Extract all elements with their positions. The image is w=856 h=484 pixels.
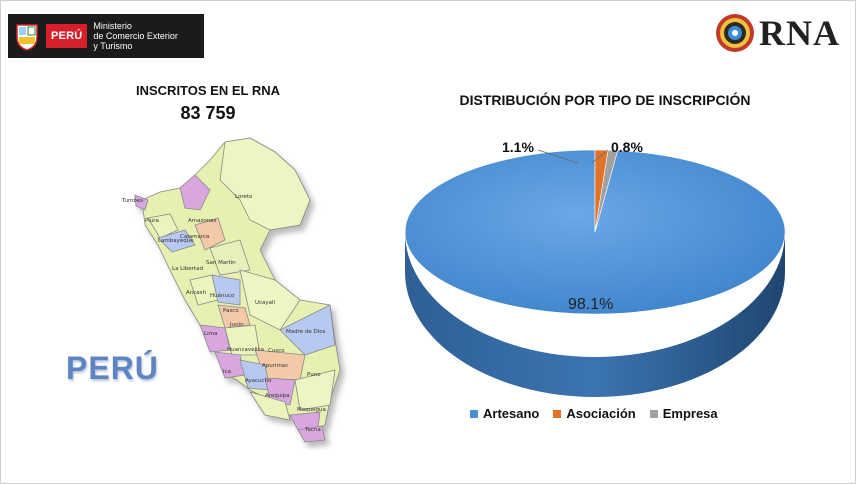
- rna-logo-text: RNA: [759, 13, 840, 53]
- peru-map: Tumbes Piura Amazonas Lambayeque Cajamar…: [121, 137, 341, 443]
- registered-count: 83 759: [180, 103, 236, 123]
- registered-title: INSCRITOS EN EL RNA: [136, 83, 280, 98]
- legend-label-artesano: Artesano: [483, 406, 540, 421]
- legend-item-asociacion: Asociación: [553, 406, 636, 421]
- map-label-lima: Lima: [204, 331, 217, 337]
- map-label-cajamarca: Cajamarca: [180, 234, 209, 240]
- map-label-tumbes: Tumbes: [121, 198, 143, 204]
- map-label-madre-de-dios: Madre de Dios: [286, 329, 326, 335]
- peru-brand-label: PERÚ: [46, 24, 88, 48]
- label-asociacion-pct: 1.1%: [502, 139, 534, 155]
- map-label-arequipa: Arequipa: [265, 393, 290, 399]
- leader-lines: [537, 149, 609, 164]
- legend-swatch-asociacion: [553, 409, 562, 418]
- coat-of-arms-icon: [16, 24, 38, 51]
- map-label-huancavelica: Huancavelica: [227, 347, 264, 353]
- map-label-apurimac: Apurimac: [262, 363, 288, 369]
- map-label-ucayali: Ucayali: [255, 300, 276, 306]
- map-label-ica: Ica: [223, 369, 231, 375]
- label-empresa-pct: 0.8%: [611, 139, 643, 155]
- chart-legend: Artesano Asociación Empresa: [470, 406, 732, 421]
- legend-label-asociacion: Asociación: [566, 406, 636, 421]
- ministry-logo: PERÚ Ministerio de Comercio Exterior y T…: [8, 14, 204, 58]
- ministry-name: Ministerio de Comercio Exterior y Turism…: [93, 21, 178, 51]
- map-label-ancash: Ancash: [186, 290, 207, 296]
- map-label-moquegua: Moquegua: [297, 407, 326, 413]
- country-label: PERÚ: [66, 350, 159, 386]
- legend-label-empresa: Empresa: [662, 406, 718, 421]
- ministry-line-3: y Turismo: [93, 41, 133, 51]
- legend-item-artesano: Artesano: [470, 406, 539, 421]
- rna-logo: RNA: [715, 12, 840, 54]
- map-label-lambayeque: Lambayeque: [158, 238, 194, 244]
- map-label-ayacucho: Ayacucho: [245, 378, 272, 384]
- map-label-loreto: Loreto: [235, 194, 253, 200]
- legend-item-empresa: Empresa: [649, 406, 718, 421]
- legend-swatch-artesano: [470, 409, 478, 418]
- map-label-san-martin: San Martin: [206, 260, 236, 266]
- legend-swatch-empresa: [649, 409, 658, 418]
- map-label-la-libertad: La Libertad: [172, 266, 203, 272]
- rna-seal-icon: [716, 14, 754, 52]
- ministry-line-2: de Comercio Exterior: [93, 31, 178, 41]
- ministry-line-1: Ministerio: [93, 21, 132, 31]
- map-label-junin: Junin: [229, 322, 244, 328]
- pie-chart: [404, 149, 786, 397]
- map-label-huanuco: Huánuco: [210, 292, 235, 299]
- label-artesano-pct: 98.1%: [568, 296, 614, 313]
- map-label-amazonas: Amazonas: [188, 218, 217, 224]
- map-label-puno: Puno: [307, 372, 321, 378]
- map-label-piura: Piura: [145, 218, 159, 224]
- pie-side: [405, 232, 785, 397]
- chart-title: DISTRIBUCIÓN POR TIPO DE INSCRIPCIÓN: [459, 92, 751, 108]
- map-label-tacna: Tacna: [304, 427, 321, 433]
- map-label-cusco: Cusco: [268, 348, 285, 354]
- map-label-pasco: Pasco: [223, 308, 239, 314]
